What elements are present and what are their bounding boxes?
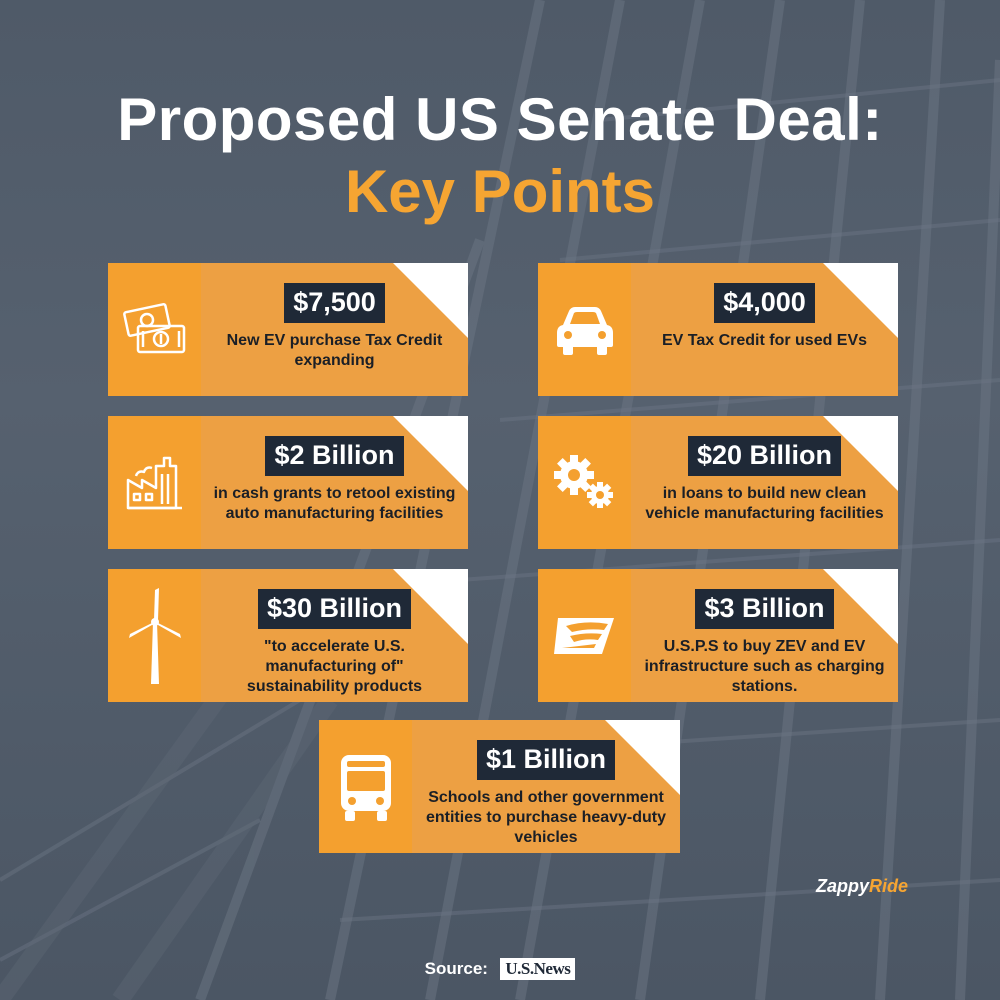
key-point-card-tax-credit-used: $4,000 EV Tax Credit for used EVs	[538, 263, 898, 396]
amount-badge: $30 Billion	[257, 589, 412, 630]
source-label: Source:	[424, 959, 488, 978]
point-description: New EV purchase Tax Credit expanding	[226, 332, 443, 370]
gears-icon	[553, 454, 613, 508]
bus-icon	[340, 754, 391, 821]
corner-fold	[605, 720, 680, 795]
key-point-card-loans: $20 Billion in loans to build new clean …	[538, 416, 898, 549]
key-point-card-cash-grants: $2 Billion in cash grants to retool exis…	[108, 416, 468, 549]
icon-panel	[319, 720, 412, 853]
amount-badge: $7,500	[284, 283, 385, 324]
source-credit: Source: U.S.News	[0, 958, 1000, 980]
page-title: Proposed US Senate Deal:	[117, 86, 883, 153]
usps-eagle-icon	[553, 617, 614, 654]
point-description: Schools and other government entities to…	[425, 789, 667, 847]
icon-panel	[108, 263, 201, 396]
point-description: "to accelerate U.S. manufacturing of" su…	[246, 638, 423, 696]
amount-badge: $20 Billion	[687, 436, 842, 477]
amount-badge: $2 Billion	[265, 436, 404, 477]
icon-panel	[108, 569, 201, 702]
car-icon	[556, 306, 613, 355]
amount-badge: $3 Billion	[695, 589, 834, 630]
point-description: U.S.P.S to buy ZEV and EV infrastructure…	[644, 638, 885, 696]
icon-panel	[108, 416, 201, 549]
key-point-card-heavy-duty: $1 Billion Schools and other government …	[319, 720, 680, 853]
icon-panel	[538, 416, 631, 549]
icon-panel	[538, 569, 631, 702]
usnews-logo: U.S.News	[500, 958, 576, 980]
corner-fold	[393, 263, 468, 338]
key-point-card-sustainability: $30 Billion "to accelerate U.S. manufact…	[108, 569, 468, 702]
zappyride-logo: ZappyRide	[816, 876, 908, 897]
point-description: EV Tax Credit for used EVs	[661, 332, 868, 350]
corner-fold	[823, 569, 898, 644]
point-description: in cash grants to retool existing auto m…	[213, 485, 456, 523]
amount-badge: $4,000	[714, 283, 815, 324]
key-point-card-usps: $3 Billion U.S.P.S to buy ZEV and EV inf…	[538, 569, 898, 702]
money-icon	[122, 302, 185, 353]
corner-fold	[393, 416, 468, 491]
corner-fold	[823, 263, 898, 338]
point-description: in loans to build new clean vehicle manu…	[645, 485, 884, 523]
factory-icon	[126, 456, 182, 509]
icon-panel	[538, 263, 631, 396]
amount-badge: $1 Billion	[476, 740, 616, 781]
wind-turbine-icon	[128, 587, 181, 684]
brand-part1: Zappy	[816, 876, 870, 896]
key-point-card-tax-credit-new: $7,500 New EV purchase Tax Credit expand…	[108, 263, 468, 396]
page-subtitle: Key Points	[344, 158, 656, 225]
brand-part2: Ride	[869, 876, 909, 896]
